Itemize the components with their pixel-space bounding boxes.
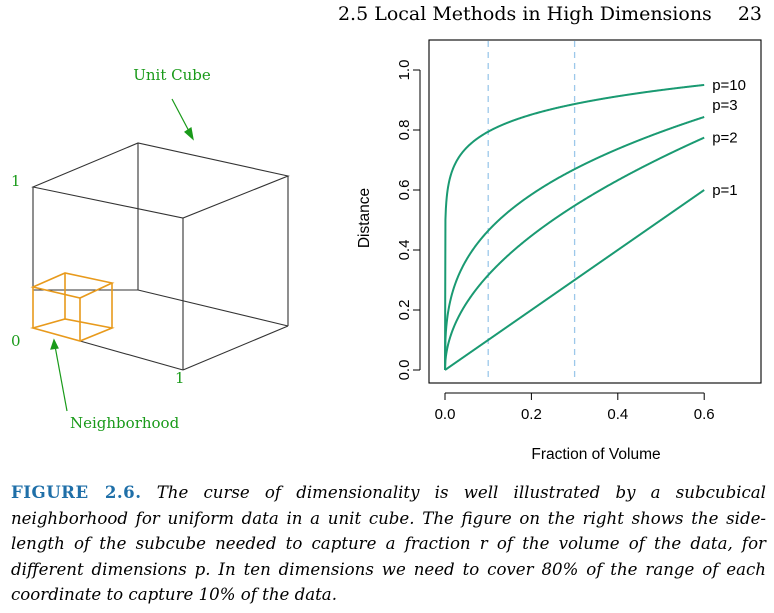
figure-panels: Unit Cube Neighborhood 1 0 1 0.0 0.2 0.4 0.… — [11, 39, 762, 463]
series-line-p1 — [444, 189, 705, 371]
cube-edge-bottom-back — [137, 289, 289, 327]
section-title: 2.5 Local Methods in High Dimensions — [337, 3, 712, 25]
neighborhood-arrow — [54, 345, 68, 412]
distance-chart: 0.0 0.2 0.4 0.6 0.00.20.40.60.81.0 p=1p=2p=… — [356, 39, 762, 463]
neighborhood-subcube — [30, 272, 115, 342]
cube-arrows — [50, 98, 194, 412]
cube-edge-bottom-front — [79, 340, 184, 371]
subcube-bottom — [30, 318, 115, 342]
y-tick-label: 0.2 — [396, 300, 413, 321]
running-head: 2.5 Local Methods in High Dimensions 23 — [338, 3, 762, 25]
axis-label-one-right: 1 — [175, 369, 185, 387]
figure-caption: FIGURE 2.6. The curse of dimensionality … — [11, 480, 766, 608]
x-axis: 0.0 0.2 0.4 0.6 — [435, 392, 715, 423]
x-tick-label: 0.2 — [521, 406, 542, 423]
unit-cube — [31, 142, 290, 371]
unit-cube-arrow — [171, 98, 192, 136]
subcube-top — [30, 272, 115, 299]
axis-label-zero: 0 — [11, 332, 21, 350]
x-tick-label: 0.6 — [694, 406, 715, 423]
plot-frame — [428, 39, 762, 384]
cube-back-face — [31, 142, 290, 219]
y-tick-label: 0.6 — [396, 180, 413, 201]
series-label-p1: p=1 — [712, 182, 737, 199]
x-tick-label: 0.4 — [607, 406, 628, 423]
y-axis: 0.0 0.2 0.4 0.6 0.8 1.0 — [396, 60, 421, 381]
caption-text: The curse of dimensionality is well illu… — [11, 483, 766, 604]
unit-cube-label: Unit Cube — [133, 66, 211, 84]
cube-edge-bottom-right — [182, 325, 289, 371]
x-tick-label: 0.0 — [435, 406, 456, 423]
series-line-p2 — [444, 136, 705, 371]
series-lines — [444, 83, 705, 371]
axis-label-one-top: 1 — [11, 172, 21, 190]
x-axis-title: Fraction of Volume — [531, 446, 660, 463]
neighborhood-label: Neighborhood — [70, 414, 180, 432]
unit-cube-arrowhead — [184, 126, 194, 141]
series-label-p3: p=3 — [712, 97, 737, 114]
page-number: 23 — [737, 3, 762, 25]
y-tick-label: 0.4 — [396, 240, 413, 261]
reference-lines — [487, 41, 576, 382]
y-tick-label: 1.0 — [396, 60, 413, 81]
unit-cube-diagram: Unit Cube Neighborhood 1 0 1 — [11, 66, 290, 432]
neighborhood-arrowhead — [50, 338, 59, 350]
caption-label: FIGURE 2.6. — [11, 482, 142, 502]
series-label-p10: p=10 — [712, 77, 746, 94]
series-label-p2: p=2 — [712, 130, 737, 147]
y-tick-label: 0.0 — [396, 360, 413, 381]
series-line-p10 — [444, 83, 705, 371]
y-tick-label: 0.8 — [396, 120, 413, 141]
series-line-p3 — [444, 116, 705, 371]
y-axis-title: Distance — [356, 188, 373, 248]
series-labels: p=1 p=2 p=3 p=10 — [712, 77, 746, 199]
